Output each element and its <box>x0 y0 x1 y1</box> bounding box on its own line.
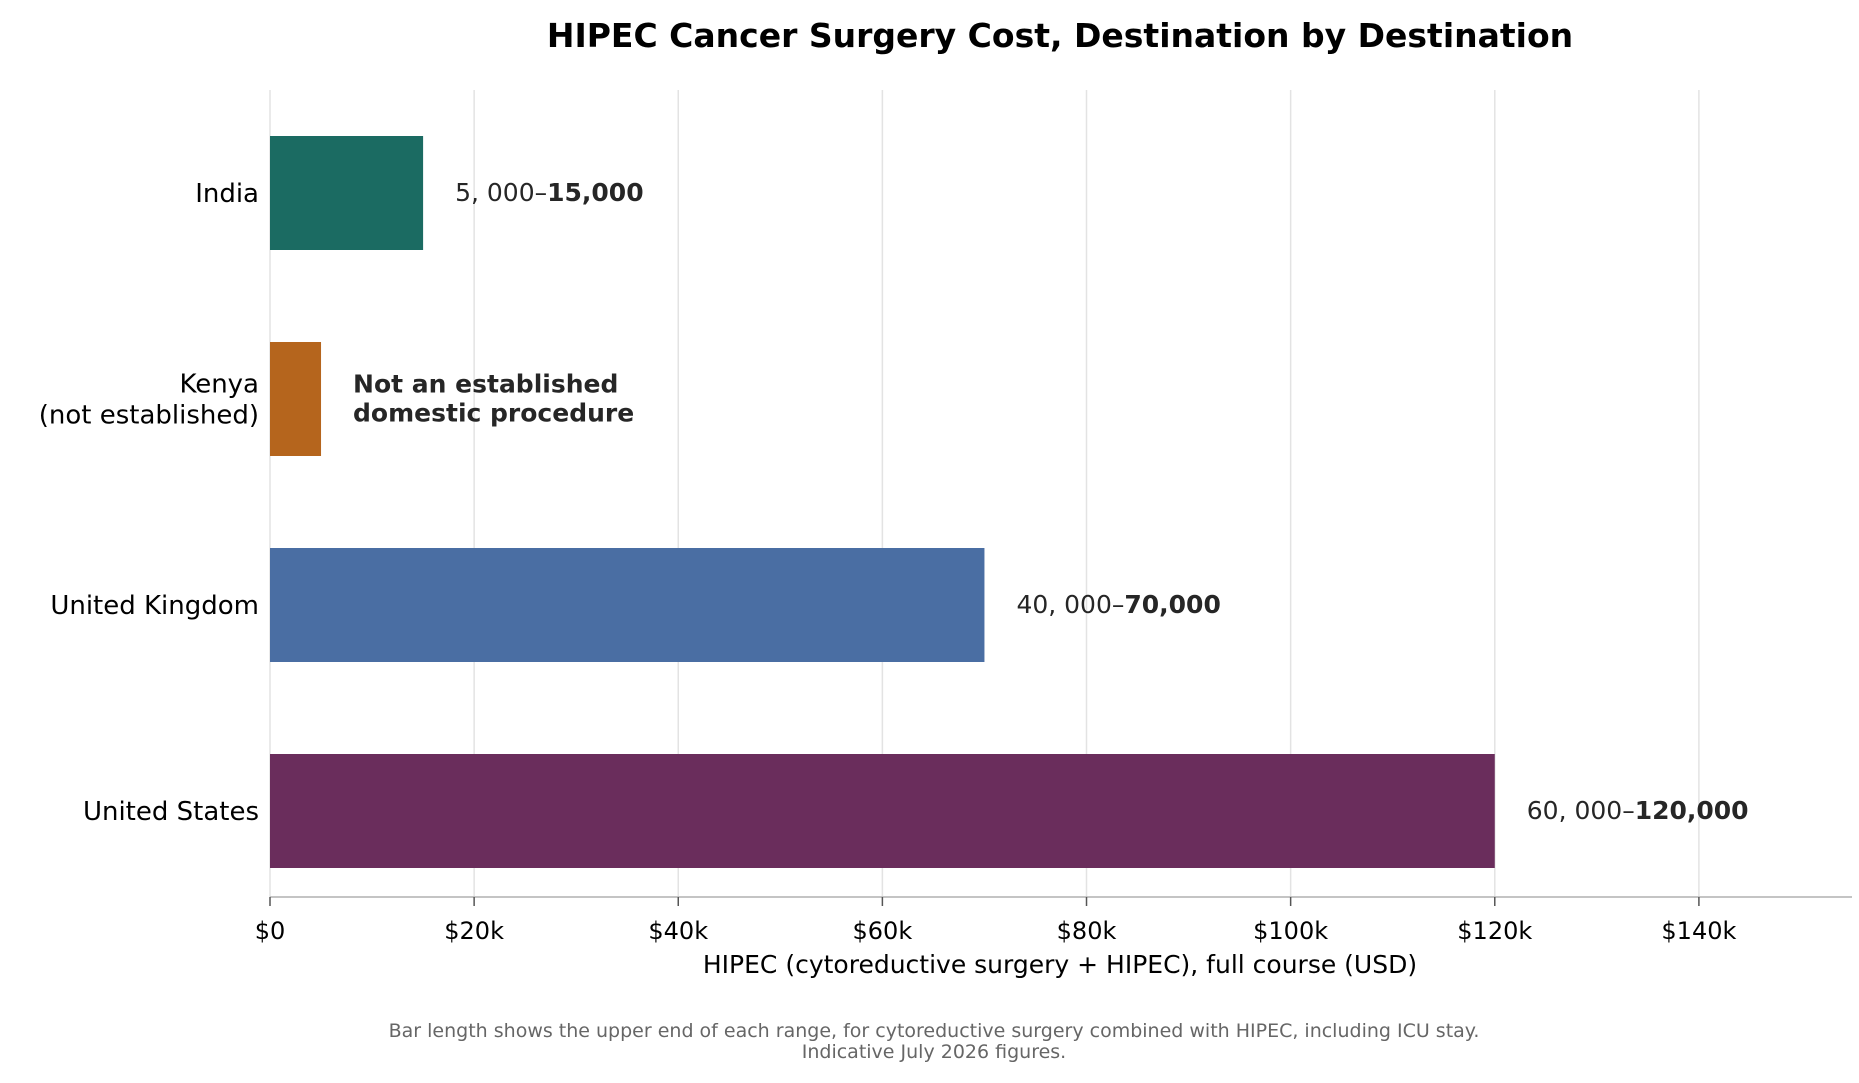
x-axis-ticks: $0 $20k $40k $60k $80k $100k $120k $140k <box>255 897 1736 945</box>
category-label: India <box>195 179 259 209</box>
value-label: 5, 000–15,000 <box>455 178 644 207</box>
x-tick-label: $60k <box>853 917 913 945</box>
value-label-low: 5, 000– <box>455 178 547 207</box>
value-label-high: 15,000 <box>547 178 643 207</box>
value-label-low: 40, 000– <box>1016 590 1124 619</box>
value-label-high: 70,000 <box>1124 590 1220 619</box>
value-note-label: Not an established <box>353 370 618 399</box>
x-tick-label: $100k <box>1253 917 1328 945</box>
bar <box>270 342 322 456</box>
category-label: Kenya <box>179 370 259 400</box>
category-label: United States <box>83 797 259 827</box>
grid <box>269 90 1700 897</box>
category-label: (not established) <box>39 401 259 431</box>
value-note-label: domestic procedure <box>353 399 634 428</box>
bars <box>270 136 1495 868</box>
footnote-line: Indicative July 2026 figures. <box>802 1041 1066 1063</box>
x-tick-label: $80k <box>1057 917 1117 945</box>
x-tick-label: $120k <box>1457 917 1532 945</box>
value-label-low: 60, 000– <box>1527 796 1635 825</box>
value-label: 60, 000–120,000 <box>1527 796 1749 825</box>
value-label-high: 120,000 <box>1635 796 1749 825</box>
value-label: 40, 000–70,000 <box>1016 590 1220 619</box>
bar <box>270 754 1495 868</box>
category-labels: India Kenya(not established) United Kingdo… <box>39 179 259 827</box>
x-tick-label: $40k <box>648 917 708 945</box>
category-label: United Kingdom <box>50 591 259 621</box>
footnote: Bar length shows the upper end of each r… <box>389 1020 1480 1063</box>
x-tick-label: $140k <box>1661 917 1736 945</box>
x-tick-label: $0 <box>255 917 286 945</box>
x-axis-label: HIPEC (cytoreductive surgery + HIPEC), f… <box>703 950 1417 979</box>
footnote-line: Bar length shows the upper end of each r… <box>389 1020 1480 1042</box>
bar <box>270 548 985 662</box>
value-labels: 5, 000–15,000 Not an establisheddomestic … <box>353 178 1749 825</box>
x-tick-label: $20k <box>444 917 504 945</box>
bar <box>270 136 424 250</box>
chart-title: HIPEC Cancer Surgery Cost, Destination b… <box>547 16 1573 55</box>
